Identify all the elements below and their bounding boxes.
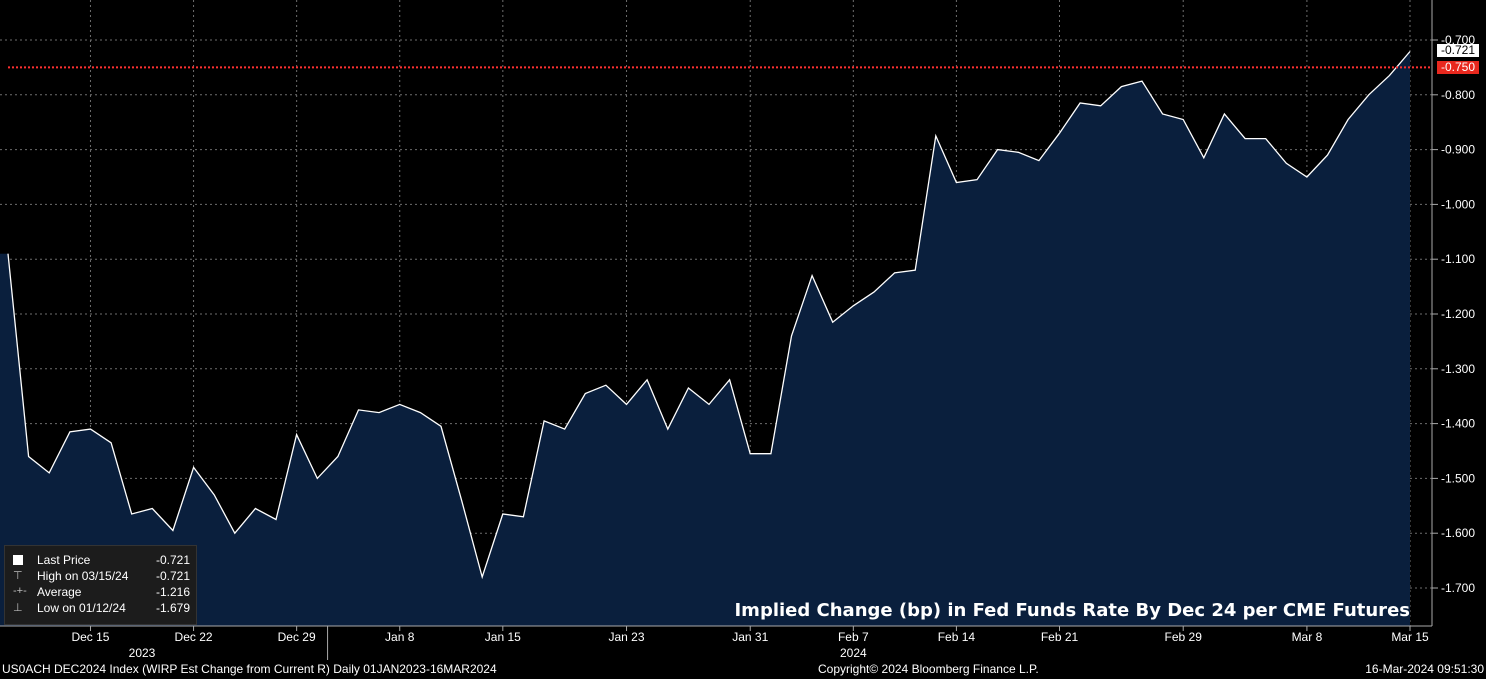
chart-title: Implied Change (bp) in Fed Funds Rate By…	[734, 600, 1410, 621]
y-tick-label: -0.900	[1441, 143, 1475, 157]
legend-value: -1.216	[155, 585, 190, 599]
area-fill	[8, 51, 1410, 626]
area-fill-edge	[0, 253, 8, 626]
x-tick-label: Mar 15	[1391, 630, 1429, 644]
x-year-label: 2023	[129, 646, 156, 660]
y-tick-label: -0.700	[1441, 33, 1475, 47]
y-tick-label: -1.500	[1441, 471, 1475, 485]
y-tick-label: -1.600	[1441, 526, 1475, 540]
square-icon	[13, 553, 33, 568]
legend-item-average: -+- Average -1.216	[5, 584, 196, 600]
x-tick-label: Dec 22	[175, 630, 213, 644]
y-tick-label: -1.700	[1441, 581, 1475, 595]
last-value-tag: -0.721	[1437, 44, 1480, 57]
y-tick-label: -1.400	[1441, 417, 1475, 431]
legend-item-high: ⊤ High on 03/15/24 -0.721	[5, 568, 196, 584]
y-tick-label: -1.300	[1441, 362, 1475, 376]
x-year-label: 2024	[840, 646, 867, 660]
legend-label: Low on 01/12/24	[37, 601, 126, 615]
legend-label: Average	[37, 585, 82, 599]
x-tick-label: Mar 8	[1292, 630, 1323, 644]
x-tick-label: Jan 15	[485, 630, 521, 644]
x-tick-label: Feb 7	[838, 630, 869, 644]
x-tick-label: Dec 15	[71, 630, 109, 644]
legend-box: Last Price -0.721 ⊤ High on 03/15/24 -0.…	[4, 545, 197, 625]
x-tick-label: Feb 14	[938, 630, 976, 644]
high-marker-icon: ⊤	[13, 570, 23, 582]
x-tick-label: Jan 31	[732, 630, 768, 644]
y-tick-label: -1.100	[1441, 252, 1475, 266]
average-marker-icon: -+-	[13, 585, 27, 597]
x-tick-label: Jan 23	[609, 630, 645, 644]
y-tick-label: -1.000	[1441, 197, 1475, 211]
low-marker-icon: ⊥	[13, 602, 23, 614]
y-tick-label: -0.800	[1441, 88, 1475, 102]
series-line-last-price	[7, 51, 1411, 580]
x-tick-label: Jan 8	[385, 630, 415, 644]
x-tick-label: Feb 29	[1165, 630, 1203, 644]
legend-label: Last Price	[37, 553, 91, 567]
reference-value-tag: -0.750	[1437, 61, 1480, 74]
x-axis: Dec 15 Dec 22 Dec 29 Jan 8 Jan 15 Jan 23 Jan 3…	[71, 626, 1429, 660]
footer-timestamp: 16-Mar-2024 09:51:30	[1365, 662, 1484, 676]
footer-copyright: Copyright© 2024 Bloomberg Finance L.P.	[818, 662, 1039, 676]
legend-value: -0.721	[155, 553, 190, 567]
legend-item-last-price: Last Price -0.721	[5, 552, 196, 568]
legend-value: -1.679	[155, 601, 190, 615]
footer-security-info: US0ACH DEC2024 Index (WIRP Est Change fr…	[2, 662, 497, 676]
legend-value: -0.721	[155, 569, 190, 583]
legend-item-low: ⊥ Low on 01/12/24 -1.679	[5, 600, 196, 616]
legend-label: High on 03/15/24	[37, 569, 129, 583]
x-tick-label: Dec 29	[278, 630, 316, 644]
y-axis: -0.700 -0.800 -0.900 -1.000 -1.100 -1.200 -1.3…	[1432, 33, 1475, 595]
y-tick-label: -1.200	[1441, 307, 1475, 321]
x-tick-label: Feb 21	[1041, 630, 1079, 644]
